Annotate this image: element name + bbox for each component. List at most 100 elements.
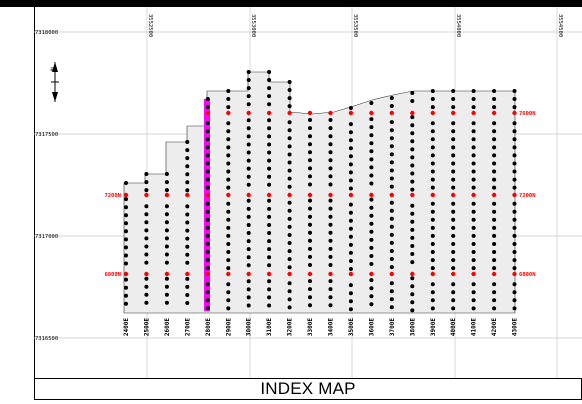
section-drillhole xyxy=(430,192,435,198)
drillhole-collar xyxy=(389,216,394,221)
line-label: 2700E xyxy=(184,318,191,336)
drillhole-collar xyxy=(287,88,292,92)
drillhole-collar xyxy=(430,266,435,271)
drillhole-collar xyxy=(226,250,231,254)
drillhole-collar xyxy=(430,233,435,238)
drillhole-collar xyxy=(369,125,374,130)
drillhole-collar xyxy=(144,236,149,241)
drillhole-collar xyxy=(287,224,292,229)
drillhole-collar xyxy=(226,282,231,287)
drillhole-collar xyxy=(492,169,497,174)
drillhole-collar xyxy=(451,153,456,158)
drillhole-collar xyxy=(328,303,333,308)
section-drillhole xyxy=(410,192,415,198)
drillhole-collar xyxy=(512,97,517,101)
drillhole-collar xyxy=(369,229,374,234)
line-label: 3400E xyxy=(328,318,335,336)
drillhole-collar xyxy=(492,298,497,303)
drillhole-collar xyxy=(287,184,292,189)
section-drillhole xyxy=(328,192,333,198)
drillhole-collar xyxy=(226,89,231,93)
drillhole-collar xyxy=(144,188,149,193)
drillhole-collar xyxy=(492,89,497,93)
drillhole-collar xyxy=(451,233,456,238)
line-label: 3900E xyxy=(430,318,437,336)
drillhole-collar xyxy=(430,137,435,142)
drillhole-collar xyxy=(430,225,435,230)
drillhole-collar xyxy=(389,96,394,100)
section-drillhole xyxy=(266,192,272,198)
drillhole-collar xyxy=(389,128,394,133)
drillhole-collar xyxy=(512,129,517,134)
drillhole-collar xyxy=(246,174,251,179)
section-label-left: 6800N xyxy=(104,272,121,278)
drillhole-collar xyxy=(471,145,476,150)
drillhole-collar xyxy=(267,303,272,308)
drillhole-collar xyxy=(410,155,415,160)
drillhole-collar xyxy=(308,303,312,308)
drillhole-collar xyxy=(471,306,476,311)
drillhole-collar xyxy=(348,106,353,110)
drillhole-collar xyxy=(246,182,251,187)
drillhole-collar xyxy=(246,303,251,308)
section-drillhole xyxy=(348,192,354,198)
drillhole-collar xyxy=(492,177,497,182)
drillhole-collar xyxy=(287,160,292,165)
drillhole-collar xyxy=(492,153,497,158)
drillhole-collar xyxy=(308,222,312,227)
drillhole-collar xyxy=(451,169,456,174)
line-label: 4000E xyxy=(450,318,457,336)
drillhole-collar xyxy=(512,266,517,271)
drillhole-collar xyxy=(226,258,231,263)
drillhole-collar xyxy=(246,255,251,260)
drillhole-collar xyxy=(369,149,374,154)
drillhole-collar xyxy=(267,263,272,268)
drillhole-collar xyxy=(308,287,312,292)
drillhole-collar xyxy=(226,129,231,134)
drillhole-collar xyxy=(492,161,497,166)
drillhole-collar xyxy=(389,265,394,270)
drillhole-collar xyxy=(164,292,169,297)
drillhole-collar xyxy=(492,250,497,254)
drillhole-collar xyxy=(410,99,415,103)
drillhole-collar xyxy=(164,204,169,209)
drillhole-collar xyxy=(369,101,374,105)
drillhole-collar xyxy=(185,244,190,249)
drillhole-collar xyxy=(430,282,435,287)
drillhole-collar xyxy=(205,177,210,182)
drillhole-collar xyxy=(287,208,292,213)
section-drillhole xyxy=(266,271,272,277)
drillhole-collar xyxy=(348,307,353,312)
section-drillhole xyxy=(287,271,292,277)
title-box: INDEX MAP xyxy=(34,378,582,400)
drillhole-collar xyxy=(512,169,517,174)
drillhole-collar xyxy=(430,153,435,158)
section-drillhole xyxy=(491,271,497,277)
drillhole-collar xyxy=(471,201,476,206)
line-label: 3100E xyxy=(266,318,273,336)
drillhole-collar xyxy=(430,129,435,134)
drillhole-collar xyxy=(205,153,210,158)
drillhole-collar xyxy=(226,169,231,174)
drillhole-collar xyxy=(369,302,374,307)
drillhole-collar xyxy=(226,225,231,230)
drillhole-collar xyxy=(205,282,210,287)
drillhole-collar xyxy=(512,177,517,182)
drillhole-collar xyxy=(369,205,374,210)
drillhole-collar xyxy=(164,236,169,241)
drillhole-collar xyxy=(430,250,435,254)
drillhole-collar xyxy=(410,91,415,95)
drillhole-collar xyxy=(348,234,353,239)
drillhole-collar xyxy=(348,186,353,191)
drillhole-collar xyxy=(348,162,353,167)
drillhole-collar xyxy=(328,287,333,292)
drillhole-collar xyxy=(369,141,374,146)
drillhole-collar xyxy=(369,181,374,186)
drillhole-collar xyxy=(267,150,272,155)
drillhole-collar xyxy=(267,255,272,260)
drillhole-collar xyxy=(451,225,456,230)
drillhole-collar xyxy=(471,233,476,238)
section-drillhole xyxy=(369,271,374,277)
easting-label: 3554000 xyxy=(455,14,461,37)
drillhole-collar xyxy=(267,198,272,203)
